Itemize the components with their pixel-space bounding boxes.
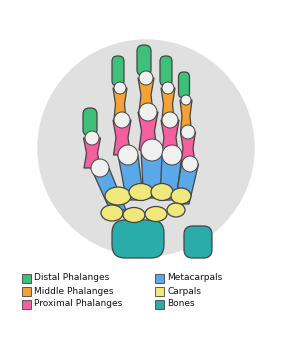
Ellipse shape — [145, 206, 167, 222]
Polygon shape — [161, 120, 179, 155]
Text: Middle Phalanges: Middle Phalanges — [34, 287, 114, 295]
Circle shape — [38, 40, 254, 256]
Circle shape — [182, 156, 198, 172]
Ellipse shape — [167, 203, 185, 217]
Text: Bones: Bones — [167, 300, 195, 308]
FancyBboxPatch shape — [155, 287, 164, 295]
Circle shape — [118, 145, 138, 165]
Polygon shape — [160, 155, 182, 200]
Circle shape — [139, 103, 157, 121]
FancyBboxPatch shape — [112, 56, 124, 86]
FancyBboxPatch shape — [155, 300, 164, 308]
Polygon shape — [91, 168, 126, 210]
Text: Metacarpals: Metacarpals — [167, 273, 222, 282]
Text: Distal Phalanges: Distal Phalanges — [34, 273, 109, 282]
Circle shape — [85, 131, 99, 145]
Text: Carpals: Carpals — [167, 287, 201, 295]
Circle shape — [141, 139, 163, 161]
FancyBboxPatch shape — [22, 287, 31, 295]
Circle shape — [139, 71, 153, 85]
Polygon shape — [180, 132, 196, 164]
FancyBboxPatch shape — [178, 72, 190, 98]
FancyBboxPatch shape — [184, 226, 212, 258]
Circle shape — [91, 159, 109, 177]
Polygon shape — [118, 155, 143, 200]
Ellipse shape — [101, 205, 123, 221]
FancyBboxPatch shape — [22, 273, 31, 282]
FancyBboxPatch shape — [83, 108, 97, 136]
Polygon shape — [138, 78, 154, 112]
Circle shape — [181, 95, 191, 105]
Ellipse shape — [151, 183, 173, 201]
Polygon shape — [84, 138, 100, 168]
Polygon shape — [175, 164, 199, 204]
Text: Proximal Phalanges: Proximal Phalanges — [34, 300, 122, 308]
FancyBboxPatch shape — [160, 56, 172, 86]
Polygon shape — [113, 120, 131, 155]
Circle shape — [181, 125, 195, 139]
Ellipse shape — [123, 208, 145, 223]
FancyBboxPatch shape — [22, 300, 31, 308]
Ellipse shape — [171, 188, 191, 204]
Circle shape — [162, 145, 182, 165]
Polygon shape — [141, 150, 163, 198]
FancyBboxPatch shape — [112, 220, 164, 258]
FancyBboxPatch shape — [137, 45, 151, 76]
Ellipse shape — [129, 183, 153, 201]
Circle shape — [114, 112, 130, 128]
FancyBboxPatch shape — [155, 273, 164, 282]
Circle shape — [162, 112, 178, 128]
Polygon shape — [113, 88, 127, 120]
Polygon shape — [161, 88, 175, 120]
Polygon shape — [138, 112, 158, 150]
Polygon shape — [180, 100, 192, 132]
Ellipse shape — [105, 187, 131, 205]
Circle shape — [162, 82, 174, 94]
Circle shape — [114, 82, 126, 94]
